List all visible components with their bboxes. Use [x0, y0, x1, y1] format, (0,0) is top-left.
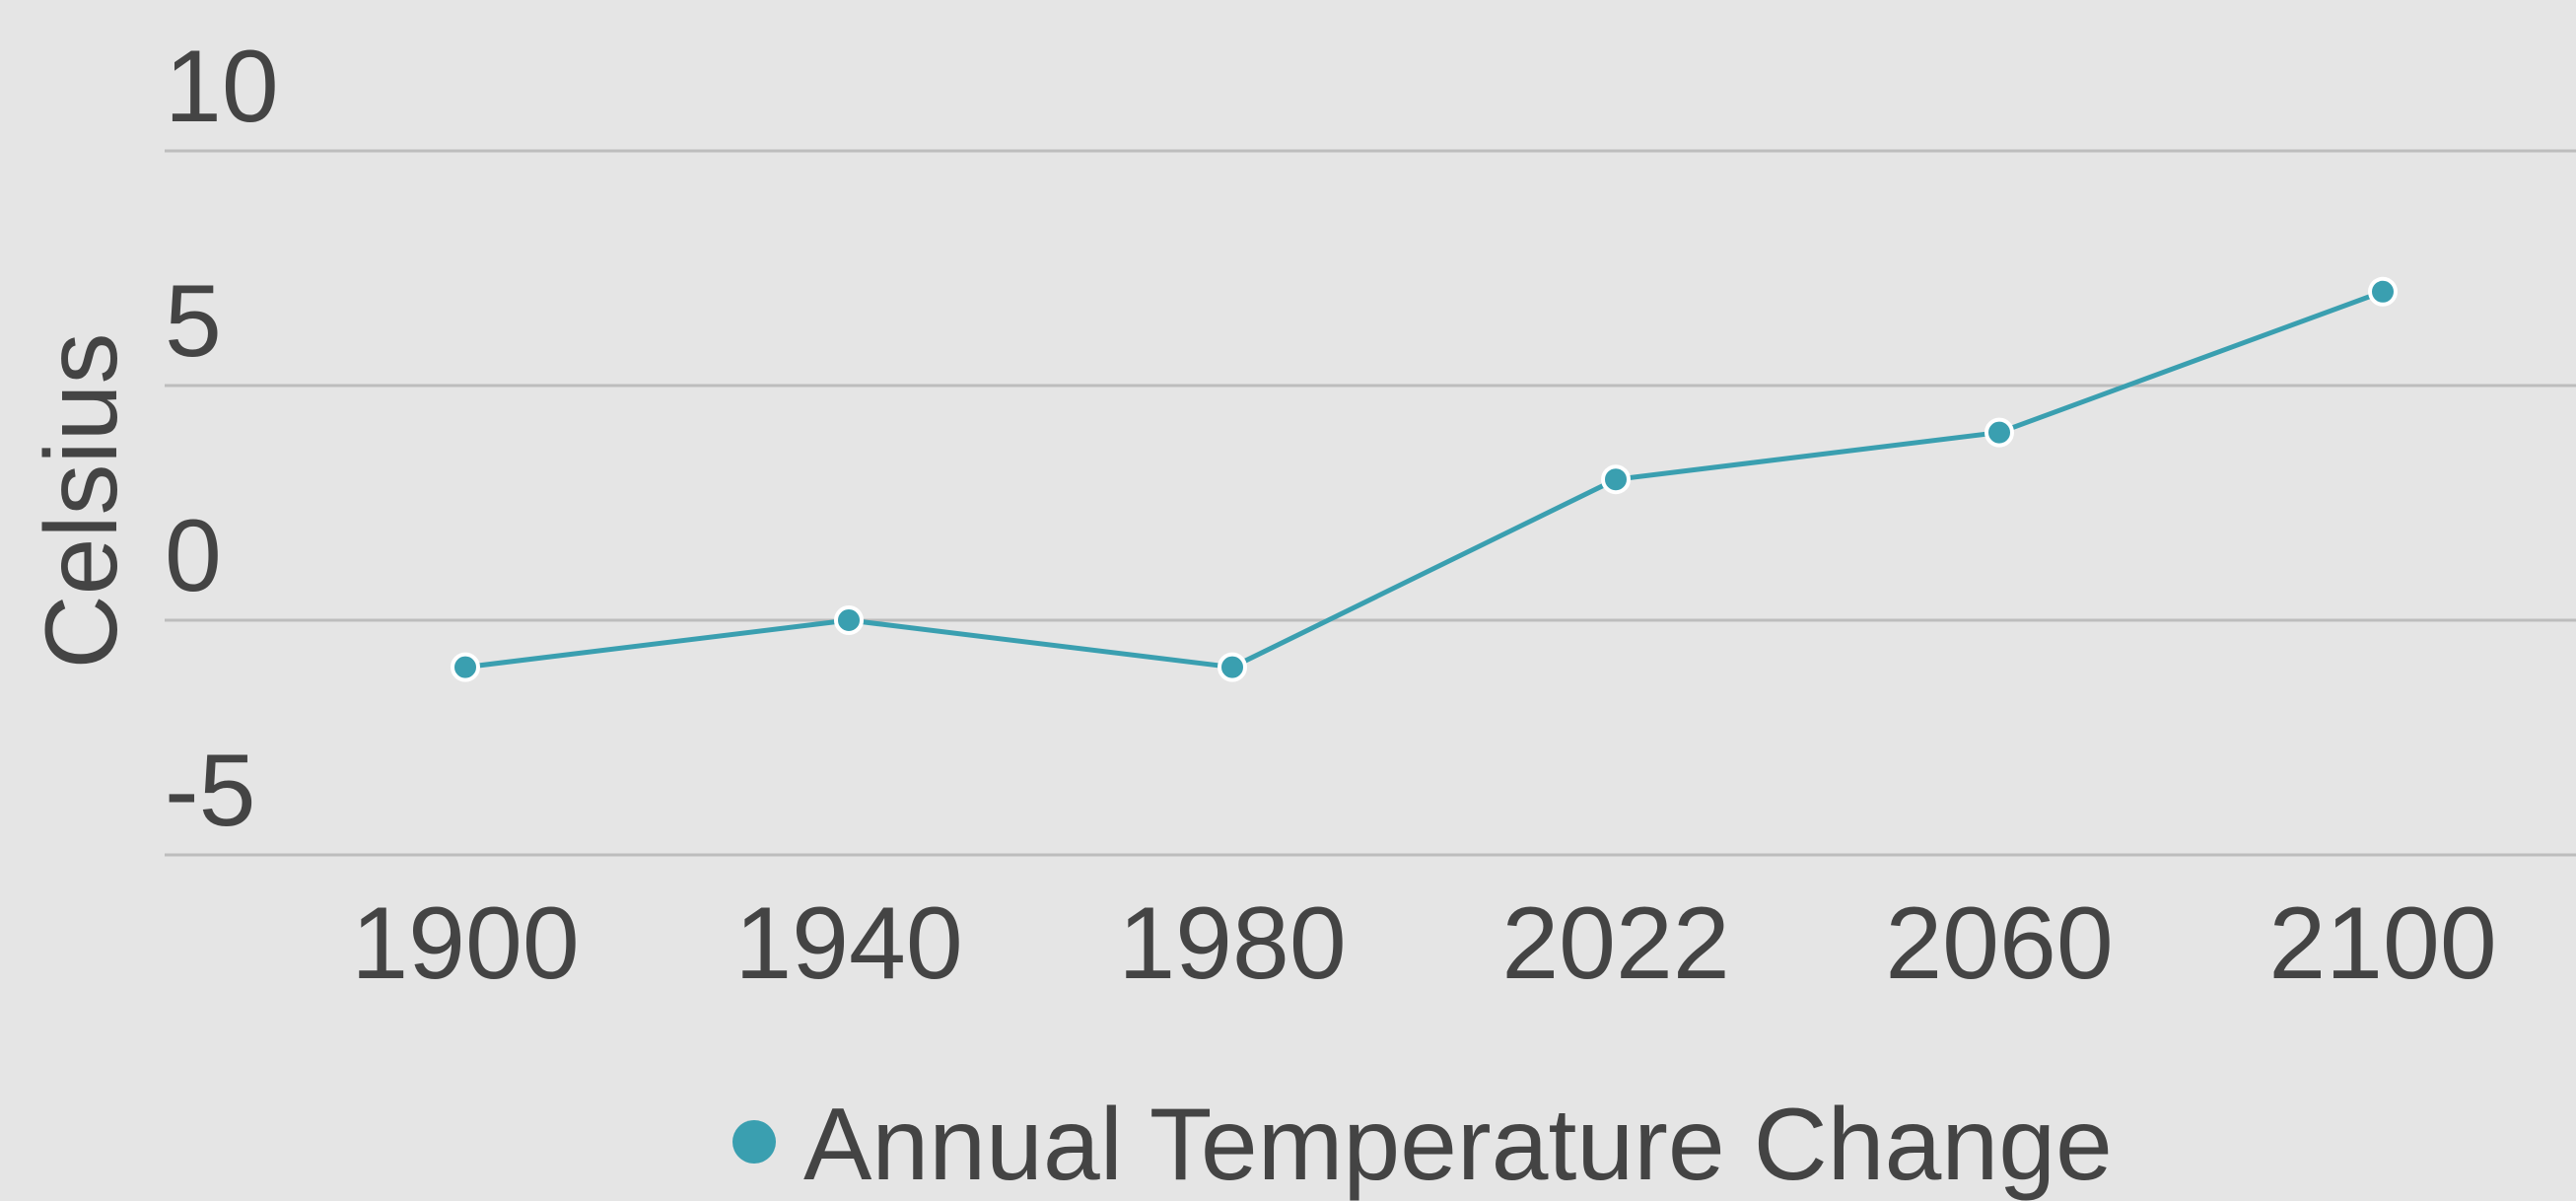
x-tick-label: 1940 [734, 886, 962, 1001]
marker [834, 605, 864, 635]
marker [1984, 417, 2014, 448]
y-tick-label: 5 [165, 264, 222, 379]
y-tick-label: 10 [165, 30, 279, 144]
line [464, 289, 2384, 671]
y-tick-label: 0 [165, 499, 222, 613]
marker [1601, 464, 1631, 495]
legend-marker [732, 1120, 776, 1164]
marker [1218, 652, 1247, 682]
y-axis-label: Celsius [25, 333, 139, 670]
x-tick-label: 1900 [351, 886, 579, 1001]
x-tick-label: 2022 [1501, 886, 1729, 1001]
marker [2368, 276, 2398, 307]
y-tick-label: -5 [165, 734, 255, 848]
x-tick-label: 2060 [1885, 886, 2113, 1001]
x-tick-label: 2100 [2268, 886, 2496, 1001]
marker [451, 652, 480, 682]
legend-label: Annual Temperature Change [803, 1088, 2113, 1201]
x-tick-label: 1980 [1118, 886, 1346, 1001]
